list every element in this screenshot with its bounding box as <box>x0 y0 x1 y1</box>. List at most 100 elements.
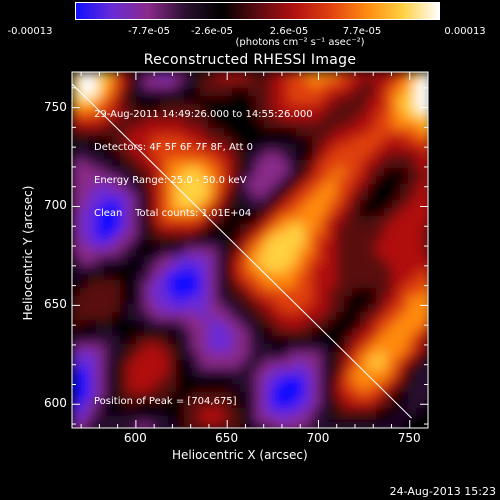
heatmap-cell <box>112 272 121 281</box>
heatmap-cell <box>416 160 425 169</box>
heatmap-cell <box>320 344 329 353</box>
heatmap-cell <box>288 352 297 361</box>
heatmap-cell <box>192 128 201 137</box>
heatmap-cell <box>152 120 161 129</box>
heatmap-cell <box>384 240 393 249</box>
heatmap-cell <box>168 120 177 129</box>
heatmap-cell <box>408 80 417 89</box>
heatmap-cell <box>392 360 401 369</box>
heatmap-cell <box>328 280 337 289</box>
heatmap-cell <box>184 72 193 81</box>
heatmap-cell <box>128 392 137 401</box>
heatmap-cell <box>392 88 401 97</box>
heatmap-cell <box>88 168 97 177</box>
heatmap-cell <box>376 208 385 217</box>
heatmap-cell <box>280 256 289 265</box>
heatmap-cell <box>168 112 177 121</box>
heatmap-cell <box>80 320 89 329</box>
heatmap-cell <box>128 248 137 257</box>
heatmap-cell <box>168 104 177 113</box>
heatmap-cell <box>184 240 193 249</box>
heatmap-cell <box>264 256 273 265</box>
heatmap-cell <box>312 184 321 193</box>
heatmap-cell <box>328 296 337 305</box>
heatmap-cell <box>96 208 105 217</box>
heatmap-cell <box>168 400 177 409</box>
heatmap-cell <box>152 304 161 313</box>
heatmap-cell <box>200 192 209 201</box>
heatmap-cell <box>184 184 193 193</box>
heatmap-cell <box>312 160 321 169</box>
heatmap-cell <box>336 208 345 217</box>
heatmap-cell <box>320 208 329 217</box>
heatmap-cell <box>352 368 361 377</box>
heatmap-cell <box>200 112 209 121</box>
heatmap-cell <box>112 360 121 369</box>
heatmap-cell <box>384 408 393 417</box>
heatmap-cell <box>288 80 297 89</box>
heatmap-cell <box>72 264 81 273</box>
heatmap-cell <box>96 72 105 81</box>
heatmap-cell <box>336 320 345 329</box>
heatmap-cell <box>352 272 361 281</box>
heatmap-cell <box>264 112 273 121</box>
heatmap-cell <box>424 376 428 385</box>
heatmap-cell <box>336 280 345 289</box>
heatmap-cell <box>408 96 417 105</box>
heatmap-cell <box>400 184 409 193</box>
heatmap-cell <box>88 288 97 297</box>
heatmap-cell <box>232 120 241 129</box>
heatmap-cell <box>256 376 265 385</box>
heatmap-cell <box>216 304 225 313</box>
x-tick-label: 650 <box>215 431 239 445</box>
heatmap-cell <box>88 256 97 265</box>
heatmap-cell <box>248 120 257 129</box>
heatmap-cell <box>176 416 185 425</box>
heatmap-cell <box>272 376 281 385</box>
heatmap-cell <box>216 256 225 265</box>
heatmap-cell <box>120 200 129 209</box>
heatmap-cell <box>376 176 385 185</box>
heatmap-cell <box>408 184 417 193</box>
heatmap-cell <box>144 192 153 201</box>
heatmap-cell <box>352 208 361 217</box>
heatmap-cell <box>328 168 337 177</box>
heatmap-cell <box>416 264 425 273</box>
heatmap-cell <box>304 328 313 337</box>
heatmap-cell <box>128 368 137 377</box>
heatmap-cell <box>112 208 121 217</box>
heatmap-cell <box>272 168 281 177</box>
heatmap-cell <box>280 384 289 393</box>
heatmap-cell <box>336 104 345 113</box>
heatmap-cell <box>176 192 185 201</box>
heatmap-cell <box>104 192 113 201</box>
heatmap-cell <box>424 184 428 193</box>
heatmap-cell <box>288 160 297 169</box>
heatmap-cell <box>120 424 129 428</box>
heatmap-cell <box>416 336 425 345</box>
heatmap-cell <box>360 184 369 193</box>
heatmap-cell <box>192 200 201 209</box>
heatmap-cell <box>264 200 273 209</box>
heatmap-cell <box>400 232 409 241</box>
heatmap-cell <box>232 176 241 185</box>
heatmap-cell <box>352 312 361 321</box>
heatmap-cell <box>376 312 385 321</box>
heatmap-cell <box>88 96 97 105</box>
heatmap-cell <box>192 368 201 377</box>
heatmap-cell <box>248 360 257 369</box>
heatmap-cell <box>120 352 129 361</box>
heatmap-cell <box>408 272 417 281</box>
heatmap-cell <box>160 160 169 169</box>
heatmap-cell <box>344 240 353 249</box>
heatmap-cell <box>328 384 337 393</box>
heatmap-cell <box>208 120 217 129</box>
heatmap-cell <box>256 216 265 225</box>
heatmap-cell <box>416 328 425 337</box>
heatmap-cell <box>120 360 129 369</box>
heatmap-cell <box>424 248 428 257</box>
heatmap-cell <box>160 88 169 97</box>
heatmap-cell <box>304 96 313 105</box>
heatmap-cell <box>128 344 137 353</box>
heatmap-cell <box>360 424 369 428</box>
